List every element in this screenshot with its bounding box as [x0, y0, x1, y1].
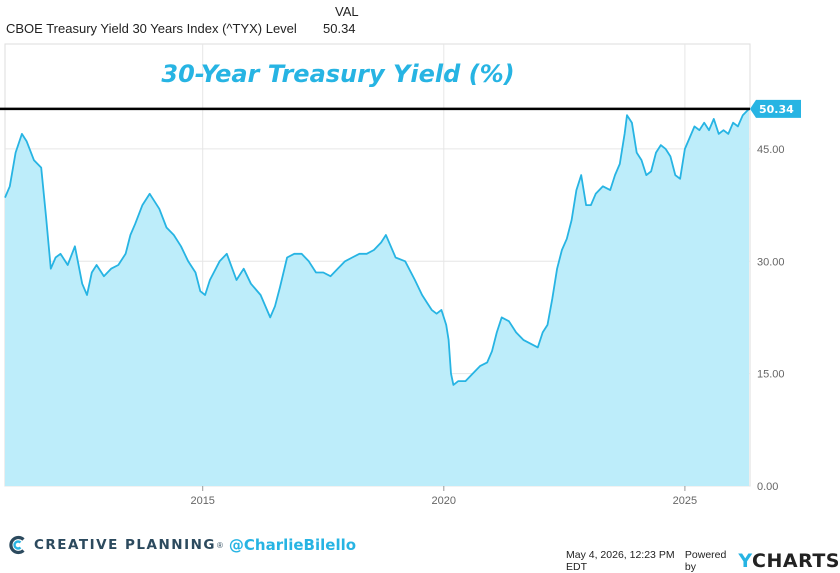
author-handle: @CharlieBilello: [228, 536, 357, 554]
series-area-fill: [5, 108, 749, 487]
brand-logo: CREATIVE PLANNING ® @CharlieBilello: [8, 535, 356, 555]
chart-title: 30-Year Treasury Yield (%): [161, 60, 514, 88]
legend-series-name: CBOE Treasury Yield 30 Years Index (^TYX…: [6, 21, 297, 36]
ycharts-logo: YCHARTS: [738, 550, 840, 572]
footer-credit: May 4, 2026, 12:23 PM EDT Powered by YCH…: [566, 549, 840, 573]
creative-planning-logo-icon: [9, 535, 25, 555]
legend-column-header: VAL: [335, 4, 359, 19]
timestamp: May 4, 2026, 12:23 PM EDT: [566, 549, 675, 573]
last-value-badge: 50.34: [750, 99, 801, 118]
powered-by: Powered by: [684, 549, 727, 573]
y-tick-label: 45.00: [757, 144, 785, 156]
series-line: [4, 108, 750, 386]
x-axis-ticks: 2015 2020 2025: [190, 486, 697, 507]
x-tick-label: 2015: [190, 495, 214, 507]
x-tick-label: 2020: [432, 495, 456, 507]
ycharts-y: Y: [738, 550, 753, 572]
brand-registered-mark: ®: [216, 540, 223, 550]
ycharts-rest: CHARTS: [752, 550, 840, 572]
y-tick-label: 30.00: [757, 256, 785, 268]
last-value-badge-shape: [750, 99, 801, 118]
last-value-label: 50.34: [759, 103, 794, 116]
y-axis-ticks: 0.00 15.00 30.00 45.00: [757, 144, 785, 493]
y-tick-label: 0.00: [757, 481, 778, 493]
brand-name: CREATIVE PLANNING: [34, 537, 216, 553]
x-tick-label: 2025: [673, 495, 697, 507]
legend-series-value: 50.34: [323, 21, 356, 36]
y-tick-label: 15.00: [757, 369, 785, 381]
